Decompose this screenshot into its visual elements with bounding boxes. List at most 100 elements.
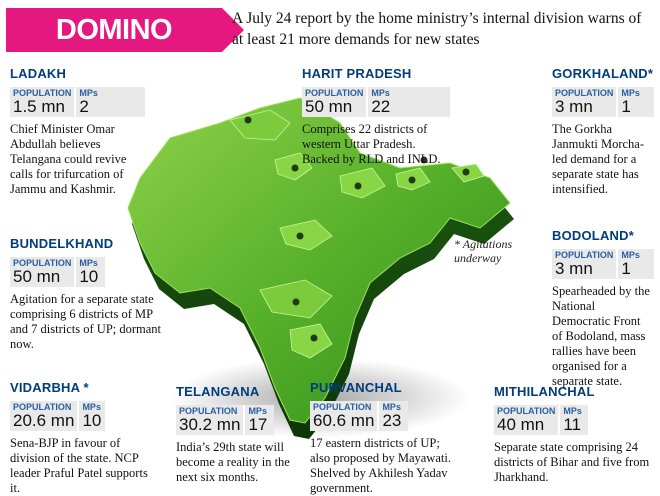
mps-value: 11 <box>563 415 581 434</box>
mps-stat: MPs 1 <box>616 87 643 117</box>
marker-vidarbha <box>292 298 300 306</box>
region-stats: POPULATION 20.6 mn MPs 10 <box>10 401 105 431</box>
region-stats: POPULATION 60.6 mn MPs 23 <box>310 401 408 431</box>
marker-purvanchal <box>354 182 362 190</box>
region-gorkhaland: GORKHALAND* POPULATION 3 mn MPs 1 The Go… <box>552 66 654 197</box>
region-name: BODOLAND* <box>552 228 634 243</box>
mps-label: MPs <box>621 88 640 98</box>
region-stats: POPULATION 50 mn MPs 22 <box>302 87 450 117</box>
region-description: India’s 29th state will become a reality… <box>176 440 290 484</box>
region-description: Sena-BJP in favour of division of the st… <box>10 436 148 495</box>
marker-harit-pradesh <box>291 164 299 172</box>
mps-value: 10 <box>82 411 102 430</box>
region-name: MITHILANCHAL <box>494 384 595 399</box>
region-stats: POPULATION 3 mn MPs 1 <box>552 249 654 279</box>
page-title: DOMINO EFFECT <box>6 8 244 90</box>
region-ladakh: LADAKH POPULATION 1.5 mn MPs 2 Chief Min… <box>10 66 145 197</box>
bundelkhand-region <box>279 219 333 251</box>
population-stat: POPULATION 1.5 mn <box>10 87 74 117</box>
mps-label: MPs <box>79 258 98 268</box>
population-stat: POPULATION 20.6 mn <box>10 401 77 431</box>
mps-value: 1 <box>621 97 631 116</box>
mps-label: MPs <box>563 406 582 416</box>
region-bundelkhand: BUNDELKHAND POPULATION 50 mn MPs 10 Agit… <box>10 236 170 352</box>
population-value: 40 mn <box>497 415 545 434</box>
agitation-note: * Agitations underway <box>454 237 513 265</box>
population-label: POPULATION <box>13 258 72 268</box>
population-value: 30.2 mn <box>179 415 241 434</box>
region-bodoland: BODOLAND* POPULATION 3 mn MPs 1 Spearhea… <box>552 228 654 389</box>
mps-stat: MPs 10 <box>77 401 104 431</box>
marker-gorkhaland <box>420 156 428 164</box>
region-description: 17 eastern districts of UP; also propose… <box>310 436 451 495</box>
population-stat: POPULATION 50 mn <box>302 87 366 117</box>
mps-stat: MPs 11 <box>558 405 585 435</box>
population-stat: POPULATION 60.6 mn <box>310 401 377 431</box>
region-stats: POPULATION 40 mn MPs 11 <box>494 405 588 435</box>
region-vidarbha: VIDARBHA * POPULATION 20.6 mn MPs 10 Sen… <box>10 380 160 496</box>
population-value: 3 mn <box>555 97 593 116</box>
mps-stat: MPs 17 <box>243 405 270 435</box>
mps-value: 23 <box>382 411 402 430</box>
population-value: 3 mn <box>555 259 593 278</box>
intro-text: A July 24 report by the home ministry’s … <box>232 10 642 48</box>
population-stat: POPULATION 3 mn <box>552 249 616 279</box>
mps-stat: MPs 22 <box>366 87 393 117</box>
region-name: TELANGANA <box>176 384 260 399</box>
marker-bundelkhand <box>296 232 304 240</box>
population-stat: POPULATION 30.2 mn <box>176 405 243 435</box>
marker-bodoland <box>462 168 470 176</box>
population-label: POPULATION <box>555 250 614 260</box>
mps-value: 2 <box>79 97 89 116</box>
population-value: 60.6 mn <box>313 411 375 430</box>
population-stat: POPULATION 40 mn <box>494 405 558 435</box>
mps-label: MPs <box>248 406 267 416</box>
region-name: LADAKH <box>10 66 67 81</box>
population-label: POPULATION <box>555 88 614 98</box>
mps-stat: MPs 23 <box>377 401 404 431</box>
population-value: 20.6 mn <box>13 411 75 430</box>
population-stat: POPULATION 50 mn <box>10 257 74 287</box>
mps-value: 10 <box>79 267 99 286</box>
region-stats: POPULATION 1.5 mn MPs 2 <box>10 87 145 117</box>
region-stats: POPULATION 3 mn MPs 1 <box>552 87 654 117</box>
purvanchal-region <box>339 167 386 199</box>
telangana-region <box>289 323 333 359</box>
ladakh-region <box>229 109 291 141</box>
mps-label: MPs <box>371 88 390 98</box>
population-label: POPULATION <box>497 406 556 416</box>
mps-stat: MPs 2 <box>74 87 101 117</box>
region-name: BUNDELKHAND <box>10 236 114 251</box>
region-name: PURVANCHAL <box>310 380 402 395</box>
population-label: POPULATION <box>313 402 372 412</box>
population-label: POPULATION <box>13 402 72 412</box>
mps-label: MPs <box>82 402 101 412</box>
population-value: 1.5 mn <box>13 97 65 116</box>
marker-mithilanchal <box>408 176 416 184</box>
population-value: 50 mn <box>13 267 61 286</box>
region-name: VIDARBHA * <box>10 380 89 395</box>
region-description: Spearheaded by the National Democratic F… <box>552 284 650 388</box>
region-description: Separate state comprising 24 districts o… <box>494 440 650 484</box>
mps-value: 17 <box>248 415 268 434</box>
region-name: GORKHALAND* <box>552 66 654 81</box>
region-description: Chief Minister Omar Abdullah believes Te… <box>10 122 127 196</box>
region-description: Comprises 22 districts of western Uttar … <box>302 122 441 166</box>
marker-telangana <box>310 334 318 342</box>
region-purvanchal: PURVANCHAL POPULATION 60.6 mn MPs 23 17 … <box>310 380 460 496</box>
population-label: POPULATION <box>179 406 238 416</box>
population-label: POPULATION <box>13 88 72 98</box>
region-description: The Gorkha Janmukti Morcha-led demand fo… <box>552 122 644 196</box>
mps-value: 22 <box>371 97 391 116</box>
region-description: Agitation for a separate state comprisin… <box>10 292 162 351</box>
mps-value: 1 <box>621 259 631 278</box>
region-name: HARIT PRADESH <box>302 66 412 81</box>
mps-stat: MPs 10 <box>74 257 101 287</box>
population-value: 50 mn <box>305 97 353 116</box>
population-stat: POPULATION 3 mn <box>552 87 616 117</box>
region-mithilanchal: MITHILANCHAL POPULATION 40 mn MPs 11 Sep… <box>494 384 654 485</box>
marker-ladakh <box>244 116 252 124</box>
mps-label: MPs <box>621 250 640 260</box>
region-stats: POPULATION 50 mn MPs 10 <box>10 257 105 287</box>
population-label: POPULATION <box>305 88 364 98</box>
